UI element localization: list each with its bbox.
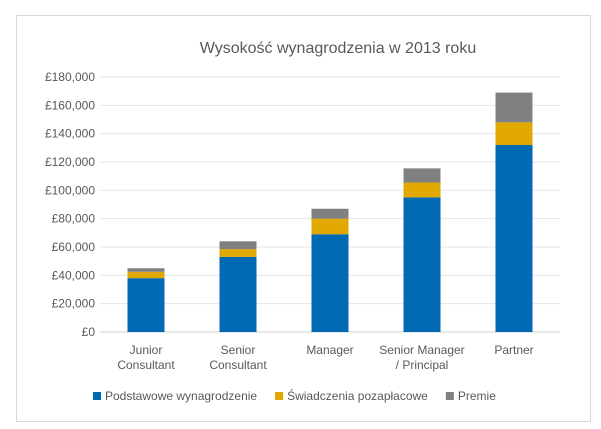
chart-title: Wysokość wynagrodzenia w 2013 roku (200, 40, 476, 57)
legend-swatch (445, 392, 454, 400)
bar-segment (219, 249, 257, 257)
legend-swatch (275, 392, 284, 400)
y-tick-label: £160,000 (45, 98, 95, 112)
y-tick-label: £120,000 (45, 155, 95, 169)
bar-segment (403, 197, 441, 332)
y-tick-label: £180,000 (45, 70, 95, 84)
x-tick-label: Junior Consultant (117, 343, 175, 372)
legend-label: Premie (458, 389, 496, 403)
bar-segment (219, 256, 257, 332)
bar-segment (127, 278, 165, 332)
y-tick-label: £40,000 (52, 268, 96, 282)
y-tick-label: £140,000 (45, 127, 95, 141)
y-tick-label: £0 (82, 325, 96, 339)
bar-segment (127, 268, 165, 272)
bar-segment (403, 182, 441, 198)
x-tick-label: Partner (494, 343, 533, 357)
x-tick-label: Senior Manager / Principal (379, 343, 464, 372)
bar-segment (495, 92, 533, 123)
bar-segment (219, 241, 257, 250)
bar-segment (311, 208, 349, 219)
bar-segment (311, 234, 349, 332)
y-tick-label: £80,000 (52, 212, 96, 226)
bar-segment (495, 145, 533, 332)
bar-segment (311, 218, 349, 235)
legend-swatch (93, 392, 101, 400)
bar-segment (403, 168, 441, 183)
bar-segment (127, 271, 165, 279)
bar-segment (495, 122, 533, 145)
y-tick-label: £20,000 (52, 297, 96, 311)
y-tick-label: £60,000 (52, 240, 96, 254)
x-tick-label: Senior Consultant (209, 343, 267, 372)
legend-label: Podstawowe wynagrodzenie (105, 389, 257, 403)
legend-label: Świadczenia pozapłacowe (287, 388, 428, 403)
y-tick-label: £100,000 (45, 183, 95, 197)
x-tick-label: Manager (306, 343, 353, 357)
